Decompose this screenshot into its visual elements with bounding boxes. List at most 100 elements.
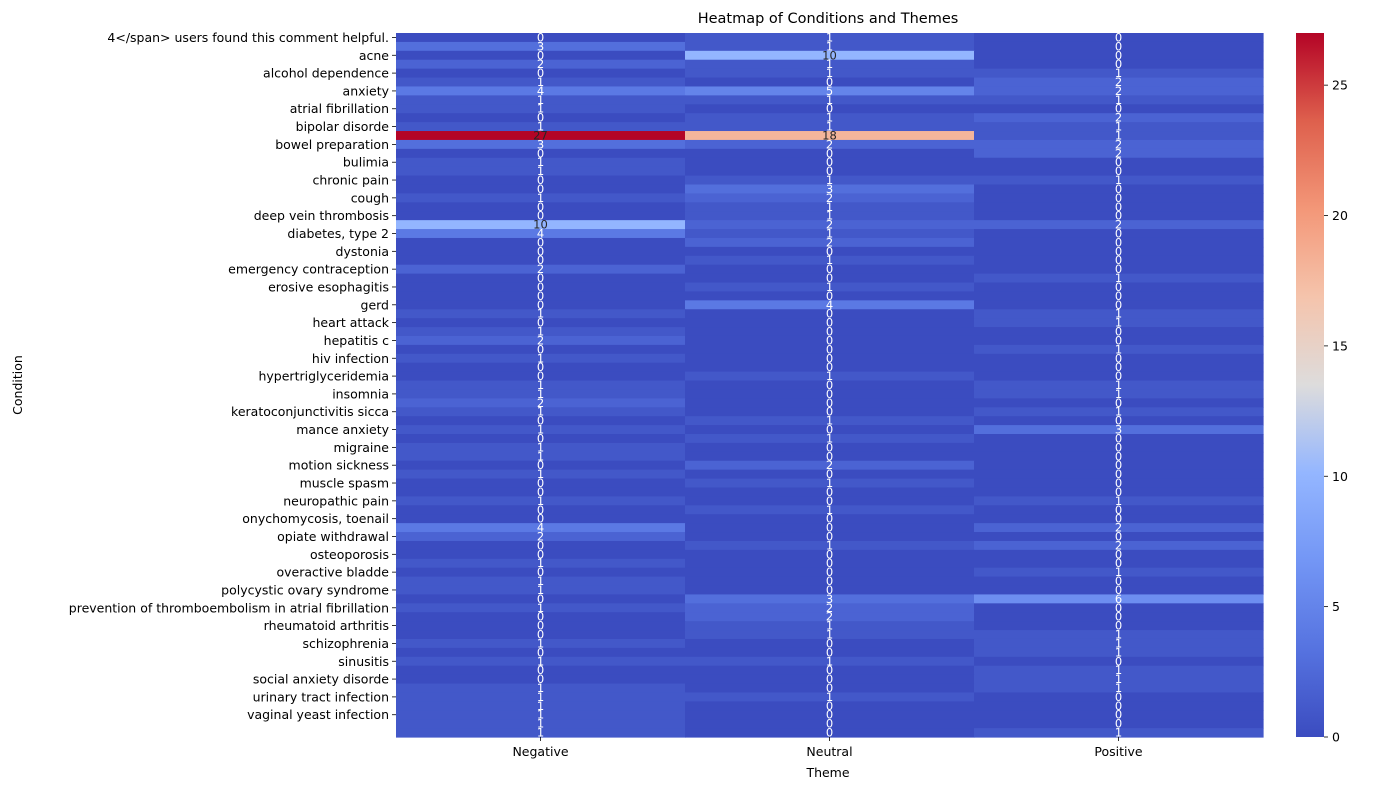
heatmap-cell — [396, 175, 686, 186]
cell-value-label: 0 — [537, 209, 544, 223]
heatmap-cell — [685, 193, 975, 203]
heatmap-cell — [396, 469, 686, 480]
cell-value-label: 0 — [826, 155, 833, 169]
cell-value-label: 0 — [826, 708, 833, 722]
heatmap-cell — [396, 380, 686, 391]
cell-value-label: 1 — [826, 503, 833, 517]
cell-value-label: 0 — [537, 485, 544, 499]
heatmap-cell — [396, 318, 686, 328]
y-tick-label: bipolar disorde — [296, 119, 390, 134]
heatmap-cell — [396, 77, 686, 88]
heatmap-cell — [974, 638, 1264, 649]
cell-value-label: 4 — [537, 227, 544, 241]
heatmap-cell — [396, 95, 686, 105]
cell-value-label: 1 — [537, 405, 544, 419]
cell-value-label: 1 — [537, 75, 544, 89]
y-tick-label: gerd — [361, 297, 389, 312]
cell-value-label: 0 — [826, 512, 833, 526]
heatmap-cell — [685, 309, 975, 319]
cell-value-label: 2 — [1115, 84, 1122, 98]
cell-value-label: 0 — [537, 512, 544, 526]
cell-value-label: 1 — [826, 173, 833, 187]
heatmap-cell — [974, 273, 1264, 284]
heatmap-cell — [396, 514, 686, 524]
x-tick-label: Neutral — [806, 744, 852, 759]
heatmap-cell — [974, 184, 1264, 195]
heatmap-cell — [685, 683, 975, 694]
cell-value-label: 0 — [1115, 39, 1122, 53]
heatmap-cell — [974, 523, 1264, 533]
heatmap-cell — [685, 291, 975, 301]
cell-value-label: 0 — [826, 396, 833, 410]
cell-value-label: 0 — [537, 547, 544, 561]
heatmap-cell — [396, 166, 686, 177]
cell-value-label: 0 — [1115, 699, 1122, 713]
y-tick-label: emergency contraception — [228, 262, 389, 277]
cell-value-label: 0 — [537, 538, 544, 552]
cell-value-label: 1 — [826, 628, 833, 642]
cell-value-label: 0 — [1115, 262, 1122, 276]
heatmap-cell — [974, 344, 1264, 355]
heatmap-cell — [974, 193, 1264, 203]
heatmap-cell — [685, 157, 975, 168]
heatmap-cell — [974, 389, 1264, 399]
heatmap-cell — [974, 478, 1264, 489]
y-tick-label: osteoporosis — [310, 547, 389, 562]
heatmap-cell — [396, 407, 686, 417]
cell-value-label: 2 — [1115, 521, 1122, 535]
cell-value-label: 1 — [826, 476, 833, 490]
y-tick-label: bowel preparation — [275, 137, 389, 152]
heatmap-cell — [396, 674, 686, 685]
cell-value-label: 2 — [1115, 146, 1122, 160]
cell-value-label: 0 — [826, 663, 833, 677]
heatmap-cells — [396, 33, 1264, 738]
cell-value-label: 0 — [537, 414, 544, 428]
y-tick-label: onychomycosis, toenail — [242, 511, 389, 526]
y-tick-label: neuropathic pain — [283, 493, 389, 508]
cell-value-label: 18 — [822, 128, 837, 142]
heatmap-cell — [974, 113, 1264, 123]
cell-value-label: 0 — [826, 726, 833, 740]
heatmap-cell — [974, 603, 1264, 613]
heatmap-cell — [396, 282, 686, 293]
heatmap-cell — [685, 202, 975, 212]
cell-value-label: 0 — [826, 262, 833, 276]
cell-value-label: 1 — [826, 30, 833, 44]
heatmap-cell — [974, 353, 1264, 364]
cell-value-label: 0 — [1115, 235, 1122, 249]
heatmap-cell — [685, 728, 975, 738]
heatmap-cell — [974, 255, 1264, 266]
cell-value-label: 0 — [1115, 209, 1122, 223]
cell-value-label: 0 — [826, 583, 833, 597]
y-axis-ticks: 4</span> users found this comment helpfu… — [69, 30, 396, 722]
cell-value-label: 1 — [537, 467, 544, 481]
cell-value-label: 0 — [1115, 476, 1122, 490]
heatmap-cell — [974, 157, 1264, 168]
heatmap-cell — [685, 344, 975, 355]
y-tick-label: hepatitis c — [324, 333, 389, 348]
cell-value-label: 1 — [1115, 271, 1122, 285]
cell-value-label: 0 — [537, 244, 544, 258]
cell-value-label: 0 — [1115, 467, 1122, 481]
heatmap-cell — [685, 505, 975, 515]
heatmap-cell — [396, 630, 686, 640]
heatmap-cell — [685, 59, 975, 70]
cell-value-label: 0 — [1115, 601, 1122, 615]
cell-value-label: 0 — [826, 672, 833, 686]
heatmap-cell — [974, 665, 1264, 676]
cell-value-label: 0 — [537, 431, 544, 445]
cell-value-label: 1 — [1115, 66, 1122, 80]
cell-value-label: 0 — [537, 619, 544, 633]
heatmap-cell — [396, 594, 686, 604]
cell-value-label: 0 — [1115, 253, 1122, 267]
cell-value-label: 2 — [1115, 137, 1122, 151]
cell-value-label: 0 — [1115, 547, 1122, 561]
cell-value-label: 1 — [1115, 636, 1122, 650]
heatmap-cell — [685, 719, 975, 729]
cell-value-label: 0 — [1115, 369, 1122, 383]
cell-value-label: 1 — [1115, 93, 1122, 107]
heatmap-cell — [974, 86, 1264, 96]
heatmap-cell — [396, 683, 686, 694]
cell-value-label: 0 — [1115, 449, 1122, 463]
cell-value-label: 1 — [826, 654, 833, 668]
